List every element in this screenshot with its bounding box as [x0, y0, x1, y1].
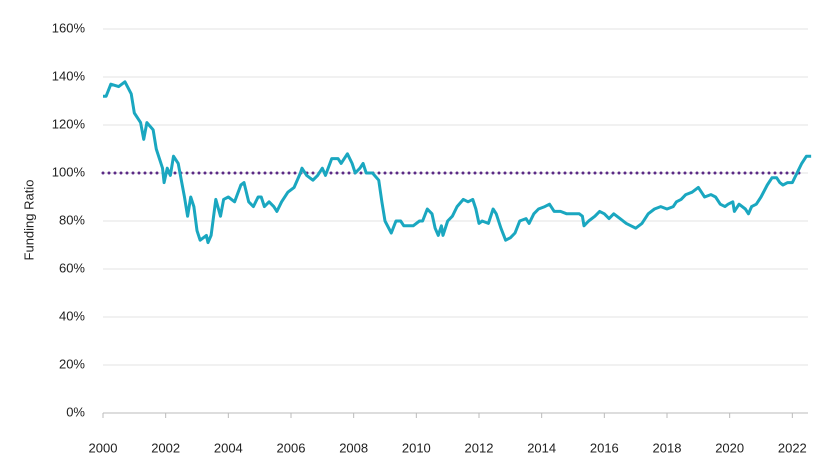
y-tick-label: 60% [59, 260, 85, 275]
y-tick-label: 0% [66, 404, 85, 419]
x-tick-label: 2000 [89, 440, 118, 455]
y-tick-label: 40% [59, 308, 85, 323]
y-axis-label: Funding Ratio [21, 180, 36, 261]
x-tick-label: 2018 [653, 440, 682, 455]
y-tick-label: 20% [59, 356, 85, 371]
x-tick-label: 2006 [277, 440, 306, 455]
x-tick-label: 2008 [339, 440, 368, 455]
y-tick-label: 80% [59, 212, 85, 227]
y-tick-label: 100% [52, 164, 86, 179]
x-tick-label: 2004 [214, 440, 243, 455]
x-tick-label: 2022 [778, 440, 807, 455]
x-tick-label: 2020 [715, 440, 744, 455]
y-tick-label: 140% [52, 68, 86, 83]
x-tick-label: 2016 [590, 440, 619, 455]
y-tick-label: 160% [52, 20, 86, 35]
x-tick-label: 2002 [151, 440, 180, 455]
x-tick-label: 2010 [402, 440, 431, 455]
x-tick-label: 2014 [527, 440, 556, 455]
y-tick-label: 120% [52, 116, 86, 131]
data-line [103, 80, 812, 245]
x-tick-label: 2012 [465, 440, 494, 455]
